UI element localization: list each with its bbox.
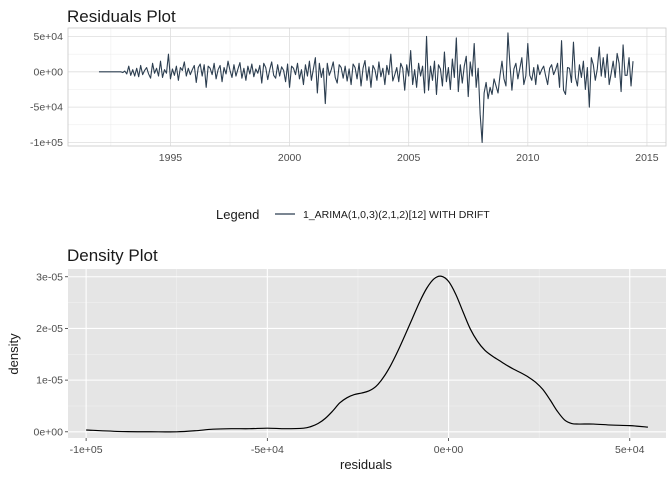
residuals-plot-title: Residuals Plot <box>67 7 176 26</box>
legend: Legend 1_ARIMA(1,0,3)(2,1,2)[12] WITH DR… <box>216 207 490 222</box>
residuals-series-line <box>98 32 634 144</box>
residuals-plot-panel: 1995 2000 2005 2010 2015 5e+04 0e+00 -5e+04 -1e+… <box>30 27 667 164</box>
density-x-tick-label: -5e+04 <box>251 444 284 456</box>
residuals-y-tick-label: -1e+05 <box>30 137 63 149</box>
residuals-panel-background <box>68 28 666 146</box>
residuals-x-tick-label: 2015 <box>635 152 659 164</box>
residuals-y-tick-label: 0e+00 <box>34 66 64 78</box>
residuals-x-tick-label: 2005 <box>397 152 421 164</box>
density-x-tick-label: 5e+04 <box>615 444 645 456</box>
density-x-axis-title: residuals <box>340 457 393 472</box>
residuals-x-tick-label: 2000 <box>278 152 302 164</box>
residuals-x-tick-label: 1995 <box>159 152 183 164</box>
legend-label: 1_ARIMA(1,0,3)(2,1,2)[12] WITH DRIFT <box>303 209 490 221</box>
density-x-tick-label: -1e+05 <box>70 444 103 456</box>
density-y-axis-title: density <box>6 333 21 375</box>
density-plot-panel: -1e+05 -5e+04 0e+00 5e+04 0e+00 1e-05 2e-05 3e-… <box>34 269 666 456</box>
density-y-tick-label: 1e-05 <box>36 375 63 387</box>
density-curve <box>86 275 648 433</box>
legend-title: Legend <box>216 207 259 222</box>
residuals-y-tick-label: 5e+04 <box>34 31 64 43</box>
density-x-tick-label: 0e+00 <box>434 444 464 456</box>
density-y-tick-label: 0e+00 <box>34 426 64 438</box>
density-panel-background <box>68 269 666 438</box>
density-y-tick-label: 3e-05 <box>36 271 63 283</box>
residuals-y-tick-label: -5e+04 <box>30 102 63 114</box>
residuals-panel-border <box>67 27 667 147</box>
residuals-x-tick-label: 2010 <box>516 152 540 164</box>
density-plot-title: Density Plot <box>67 246 158 265</box>
density-y-tick-label: 2e-05 <box>36 323 63 335</box>
